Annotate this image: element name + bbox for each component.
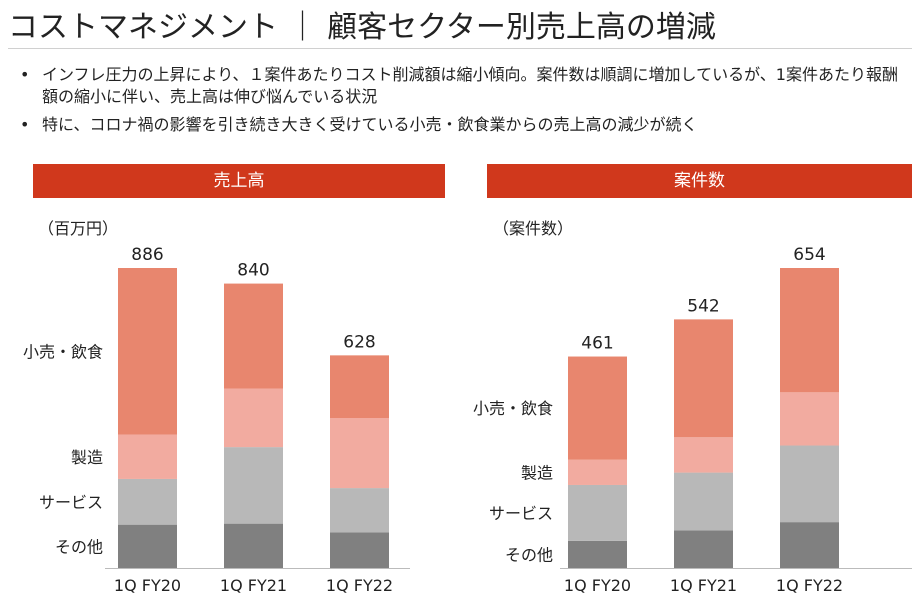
bar-segment: [780, 268, 839, 393]
bar-segment: [568, 540, 627, 568]
bar-segment: [780, 522, 839, 568]
series-label: 小売・飲食: [23, 342, 103, 361]
bar-total-label: 886: [131, 245, 163, 265]
bar-segment: [224, 388, 283, 448]
cases-chart-banner: 案件数: [487, 164, 912, 198]
series-label: サービス: [489, 504, 553, 523]
bar-segment: [118, 434, 177, 479]
bar-total-label: 628: [343, 332, 375, 352]
bar-segment: [118, 268, 177, 435]
x-tick-label: 1Q FY22: [776, 576, 843, 595]
bullet-text: インフレ圧力の上昇により、１案件あたりコスト削減額は縮小傾向。案件数は順調に増加…: [42, 65, 898, 106]
bar-segment: [224, 523, 283, 568]
series-label: その他: [505, 546, 553, 565]
bar-segment: [568, 484, 627, 541]
series-label: サービス: [39, 493, 103, 512]
x-tick-label: 1Q FY21: [670, 576, 737, 595]
bullet-dot-icon: •: [20, 65, 30, 84]
bar-segment: [780, 445, 839, 523]
series-label: 製造: [521, 463, 553, 482]
bar-segment: [330, 355, 389, 418]
bar-segment: [780, 392, 839, 446]
bar-total-label: 542: [687, 296, 719, 316]
bar-segment: [674, 319, 733, 438]
series-label: その他: [55, 537, 103, 556]
x-tick-label: 1Q FY20: [564, 576, 631, 595]
bullet-dot-icon: •: [20, 115, 30, 134]
x-tick-label: 1Q FY22: [326, 576, 393, 595]
bar-segment: [330, 418, 389, 489]
page-title: コストマネジメント ｜ 顧客セクター別売上高の増減: [8, 10, 716, 45]
bullet-text: 特に、コロナ禍の影響を引き続き大きく受けている小売・飲食業からの売上高の減少が続…: [42, 115, 698, 134]
sales-chart-banner: 売上高: [33, 164, 445, 198]
chart-unit-label: （百万円）: [38, 219, 118, 238]
bar-segment: [568, 459, 627, 485]
bar-segment: [330, 488, 389, 533]
x-tick-label: 1Q FY20: [114, 576, 181, 595]
bar-total-label: 654: [793, 245, 825, 265]
series-label: 小売・飲食: [473, 399, 553, 418]
bar-total-label: 461: [581, 334, 613, 354]
bullet-item: • 特に、コロナ禍の影響を引き続き大きく受けている小売・飲食業からの売上高の減少…: [18, 114, 908, 136]
bar-segment: [118, 524, 177, 568]
bar-segment: [330, 532, 389, 568]
bullet-item: • インフレ圧力の上昇により、１案件あたりコスト削減額は縮小傾向。案件数は順調に…: [18, 64, 908, 108]
x-tick-label: 1Q FY21: [220, 576, 287, 595]
bar-segment: [674, 530, 733, 568]
bar-segment: [224, 447, 283, 524]
bar-segment: [568, 356, 627, 460]
bar-total-label: 840: [237, 261, 269, 281]
bar-segment: [224, 283, 283, 389]
chart-unit-label: （案件数）: [493, 219, 573, 238]
bar-segment: [674, 437, 733, 473]
bar-segment: [118, 478, 177, 525]
bar-segment: [674, 472, 733, 531]
series-label: 製造: [71, 448, 103, 467]
bullet-list: • インフレ圧力の上昇により、１案件あたりコスト削減額は縮小傾向。案件数は順調に…: [18, 64, 908, 142]
title-divider: [8, 48, 912, 49]
